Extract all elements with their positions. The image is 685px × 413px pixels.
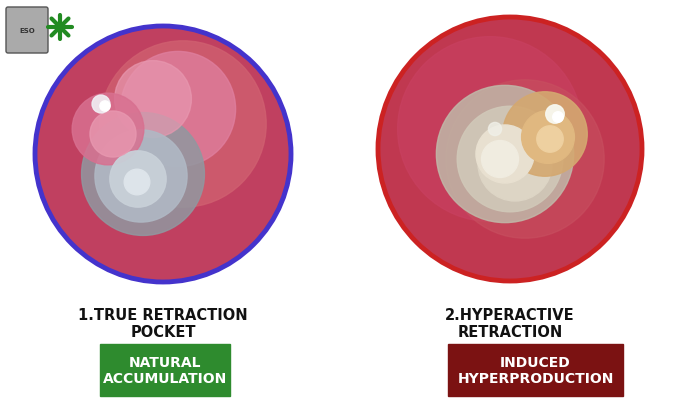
Circle shape — [446, 81, 604, 239]
FancyBboxPatch shape — [6, 8, 48, 54]
Circle shape — [121, 52, 236, 167]
Circle shape — [378, 18, 642, 281]
Circle shape — [35, 27, 291, 282]
Circle shape — [521, 112, 575, 164]
Text: 2.HYPERACTIVE
RETRACTION: 2.HYPERACTIVE RETRACTION — [445, 307, 575, 339]
FancyBboxPatch shape — [448, 344, 623, 396]
Circle shape — [100, 42, 266, 208]
Circle shape — [476, 126, 534, 184]
Circle shape — [90, 112, 136, 158]
Circle shape — [457, 107, 563, 212]
Circle shape — [503, 93, 587, 177]
Circle shape — [488, 123, 501, 136]
Circle shape — [95, 131, 187, 223]
FancyBboxPatch shape — [100, 344, 230, 396]
Circle shape — [114, 62, 191, 138]
Text: INDUCED
HYPERPRODUCTION: INDUCED HYPERPRODUCTION — [458, 355, 614, 385]
Circle shape — [537, 126, 563, 153]
Text: 1.TRUE RETRACTION
POCKET: 1.TRUE RETRACTION POCKET — [78, 307, 248, 339]
Circle shape — [397, 38, 582, 222]
Text: ESO: ESO — [19, 28, 35, 34]
Circle shape — [100, 102, 110, 112]
Circle shape — [82, 113, 204, 236]
Circle shape — [436, 86, 573, 223]
Circle shape — [72, 94, 144, 166]
Text: NATURAL
ACCUMULATION: NATURAL ACCUMULATION — [103, 355, 227, 385]
Circle shape — [546, 105, 564, 124]
Circle shape — [124, 170, 150, 195]
Circle shape — [553, 112, 563, 123]
Circle shape — [482, 141, 519, 178]
Circle shape — [110, 152, 166, 208]
Circle shape — [92, 96, 110, 114]
Circle shape — [478, 128, 552, 202]
